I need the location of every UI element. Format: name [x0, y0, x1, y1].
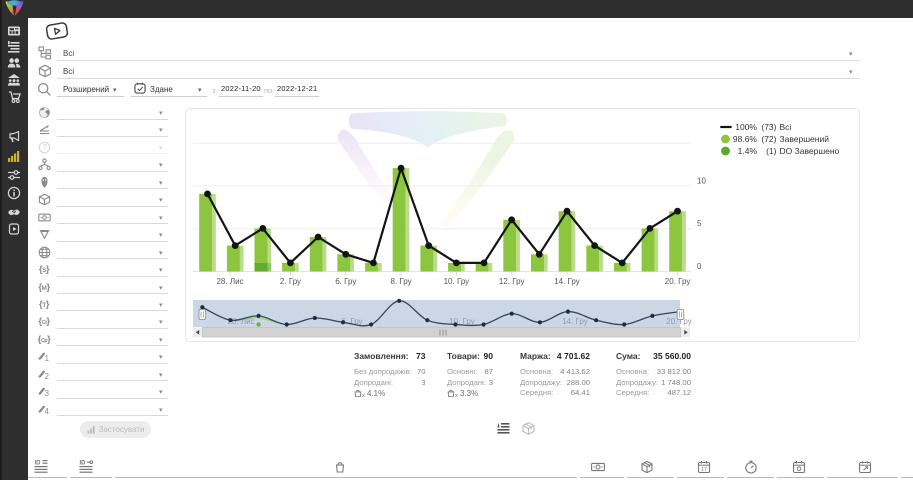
svg-text:20. Гру: 20. Гру	[666, 317, 692, 326]
svg-text:ID: ID	[35, 461, 42, 467]
svg-text:8. Гру: 8. Гру	[391, 277, 412, 286]
svg-text:0: 0	[697, 262, 702, 271]
svg-text:10. Гру: 10. Гру	[449, 317, 475, 326]
svg-text:28. Лис: 28. Лис	[227, 317, 254, 326]
svg-text:(72): (72)	[761, 134, 776, 144]
svg-text:DO Завершено: DO Завершено	[780, 146, 840, 156]
svg-text:98.6%: 98.6%	[733, 134, 758, 144]
svg-text:5: 5	[697, 219, 702, 228]
svg-text:12. Гру: 12. Гру	[499, 277, 525, 286]
svg-text:1.4%: 1.4%	[738, 146, 758, 156]
svg-text:Завершений: Завершений	[780, 134, 830, 144]
svg-text:14. Гру: 14. Гру	[562, 317, 588, 326]
svg-text:100%: 100%	[735, 122, 757, 132]
svg-text:Всі: Всі	[780, 122, 792, 132]
svg-text:10: 10	[697, 176, 706, 185]
svg-text:28. Лис: 28. Лис	[216, 277, 243, 286]
svg-text:20. Гру: 20. Гру	[665, 277, 691, 286]
svg-text:6. Гру: 6. Гру	[335, 277, 356, 286]
svg-text:6. Гру: 6. Гру	[341, 317, 362, 326]
svg-text:17: 17	[701, 467, 707, 473]
svg-text:2. Гру: 2. Гру	[280, 277, 301, 286]
svg-text:ID: ID	[80, 461, 87, 467]
svg-text:(73): (73)	[761, 122, 776, 132]
svg-text:10. Гру: 10. Гру	[444, 277, 470, 286]
svg-text:?: ?	[42, 143, 47, 152]
svg-text:(1): (1)	[766, 146, 777, 156]
svg-text:14. Гру: 14. Гру	[554, 277, 580, 286]
